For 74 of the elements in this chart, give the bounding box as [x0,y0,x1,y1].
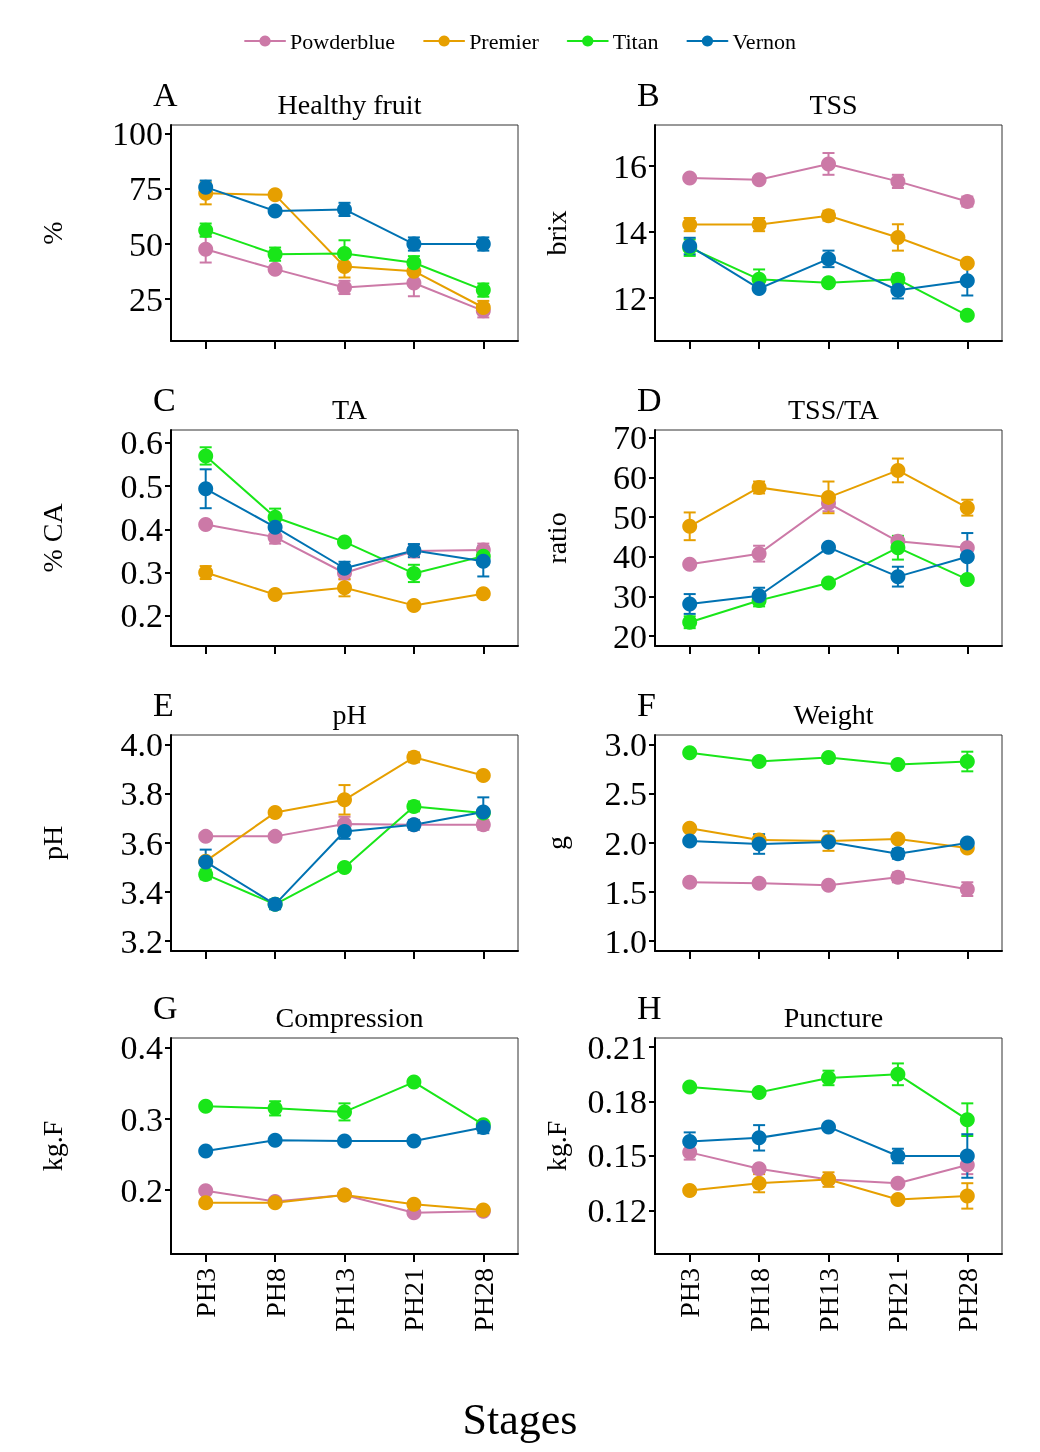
x-tick-label: PH3 [190,1268,222,1318]
chart-title: Puncture [783,1001,884,1033]
y-tick-label: 4.0 [120,726,163,764]
y-axis-title: kg.F [540,1120,572,1172]
x-tick-label: PH13 [813,1268,844,1332]
text: D [637,380,662,418]
y-tick-label: 40 [613,538,647,576]
x-tick-label: PH8 [259,1268,291,1318]
y-tick-label: 3.0 [604,726,647,764]
x-tick-label: PH21 [398,1268,430,1332]
y-tick-label: 0.3 [120,554,163,592]
y-tick-label: 0.2 [120,1171,163,1209]
y-axis-title: % [36,221,68,245]
text: C [153,380,176,418]
legend-label: Titan [612,28,659,54]
chart-title: TSS [809,88,858,120]
y-tick-label: 0.12 [587,1191,647,1229]
x-tick-label: PH28 [951,1268,983,1332]
chart-title: pH [332,698,367,730]
y-tick-label: 2.5 [604,775,647,813]
text: E [153,685,174,723]
y-tick-label: 50 [613,498,647,536]
y-tick-label: 1.0 [604,922,647,960]
chart-title: Weight [793,698,874,730]
x-tick-label: PH21 [882,1268,914,1332]
y-tick-label: 2.0 [604,824,647,862]
text: B [637,75,660,113]
y-tick-label: 20 [613,617,647,655]
y-tick-label: 50 [129,225,163,263]
y-tick-label: 70 [613,419,647,457]
y-tick-label: 3.4 [120,873,163,911]
y-tick-label: 0.18 [587,1083,647,1121]
y-axis-title: ratio [540,512,572,564]
y-axis-title: brix [540,210,572,256]
x-tick-label: PH3 [674,1268,706,1318]
y-tick-label: 25 [129,280,163,318]
y-tick-label: 0.3 [120,1100,163,1138]
y-axis-title: g [540,836,572,850]
y-tick-label: 30 [613,577,647,615]
y-tick-label: 100 [112,115,163,153]
x-axis-title: Stages [462,1394,578,1444]
y-axis-title: % CA [36,502,68,573]
y-tick-label: 75 [129,170,163,208]
y-tick-label: 1.5 [604,873,647,911]
y-tick-label: 3.6 [120,824,163,862]
text: H [637,988,662,1026]
x-tick-label: PH13 [329,1268,360,1332]
legend-label: Powderblue [290,28,396,54]
chart-title: Compression [275,1001,424,1033]
y-tick-label: 0.21 [587,1028,647,1066]
y-tick-label: 60 [613,459,647,497]
y-tick-label: 3.8 [120,775,163,813]
legend-label: Premier [469,28,540,54]
y-tick-label: 0.4 [120,510,163,548]
chart-title: TSS/TA [787,393,880,425]
x-tick-label: PH18 [743,1268,775,1332]
y-tick-label: 0.6 [120,424,163,462]
legend-label: Vernon [732,28,796,54]
y-tick-label: 0.15 [587,1137,647,1175]
text: G [153,988,178,1026]
chart-title: Healthy fruit [277,88,422,120]
y-tick-label: 0.4 [120,1029,163,1067]
y-tick-label: 0.5 [120,467,163,505]
y-tick-label: 16 [613,147,647,185]
y-tick-label: 12 [613,279,647,317]
text: F [637,685,656,723]
x-tick-label: PH28 [467,1268,499,1332]
chart-title: TA [331,393,368,425]
y-axis-title: kg.F [36,1120,68,1172]
y-tick-label: 0.2 [120,597,163,635]
y-tick-label: 3.2 [120,922,163,960]
y-axis-title: pH [36,825,68,861]
text: A [153,75,178,113]
y-tick-label: 14 [613,213,647,251]
